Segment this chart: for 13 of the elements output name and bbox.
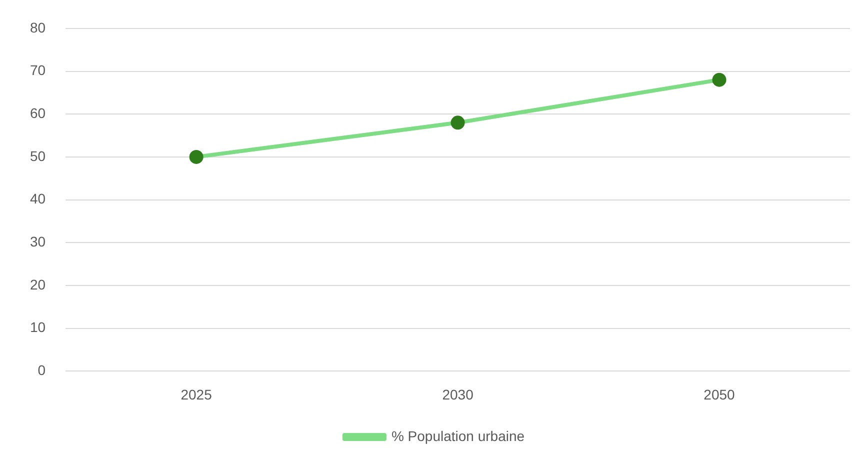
- x-tick-label: 2050: [704, 386, 736, 402]
- y-tick-label: 0: [38, 362, 46, 378]
- y-tick-label: 80: [30, 19, 46, 36]
- y-tick-label: 70: [30, 62, 46, 78]
- y-tick-label: 50: [30, 148, 46, 164]
- legend-label: % Population urbaine: [391, 428, 525, 444]
- y-tick-label: 30: [30, 234, 46, 250]
- x-tick-label: 2030: [442, 386, 474, 402]
- x-tick-label: 2025: [180, 386, 212, 402]
- y-tick-label: 40: [30, 190, 46, 207]
- y-tick-label: 10: [30, 319, 46, 336]
- y-tick-label: 60: [30, 104, 46, 121]
- y-tick-label: 20: [30, 276, 46, 292]
